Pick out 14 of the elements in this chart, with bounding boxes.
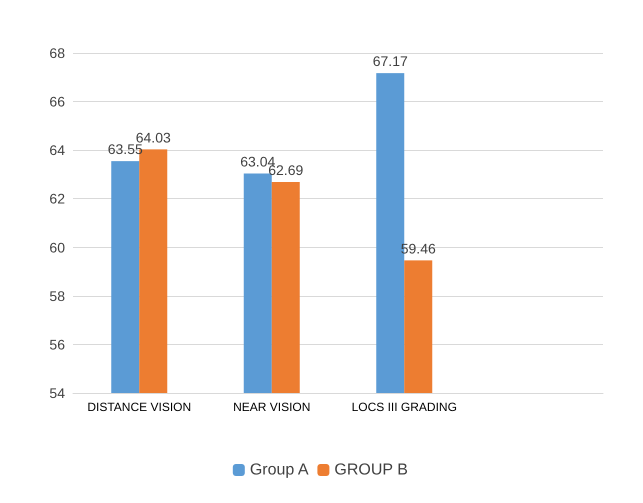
- y-tick-label: 56: [49, 336, 66, 352]
- y-tick-label: 68: [49, 45, 66, 61]
- y-tick-label: 58: [49, 288, 66, 304]
- y-tick-label: 62: [49, 190, 66, 207]
- x-tick-label: DISTANCE VISION: [87, 400, 192, 414]
- y-tick-label: 66: [49, 94, 66, 110]
- legend-label: GROUP B: [334, 462, 408, 478]
- data-label: 67.17: [372, 53, 408, 70]
- y-tick-label: 64: [49, 142, 66, 158]
- y-tick-label: 60: [49, 239, 66, 256]
- x-tick-label: NEAR VISION: [233, 400, 310, 414]
- y-tick-label: 54: [49, 385, 66, 401]
- legend-label: Group A: [250, 462, 309, 478]
- x-tick-label: LOCS III GRADING: [352, 400, 457, 414]
